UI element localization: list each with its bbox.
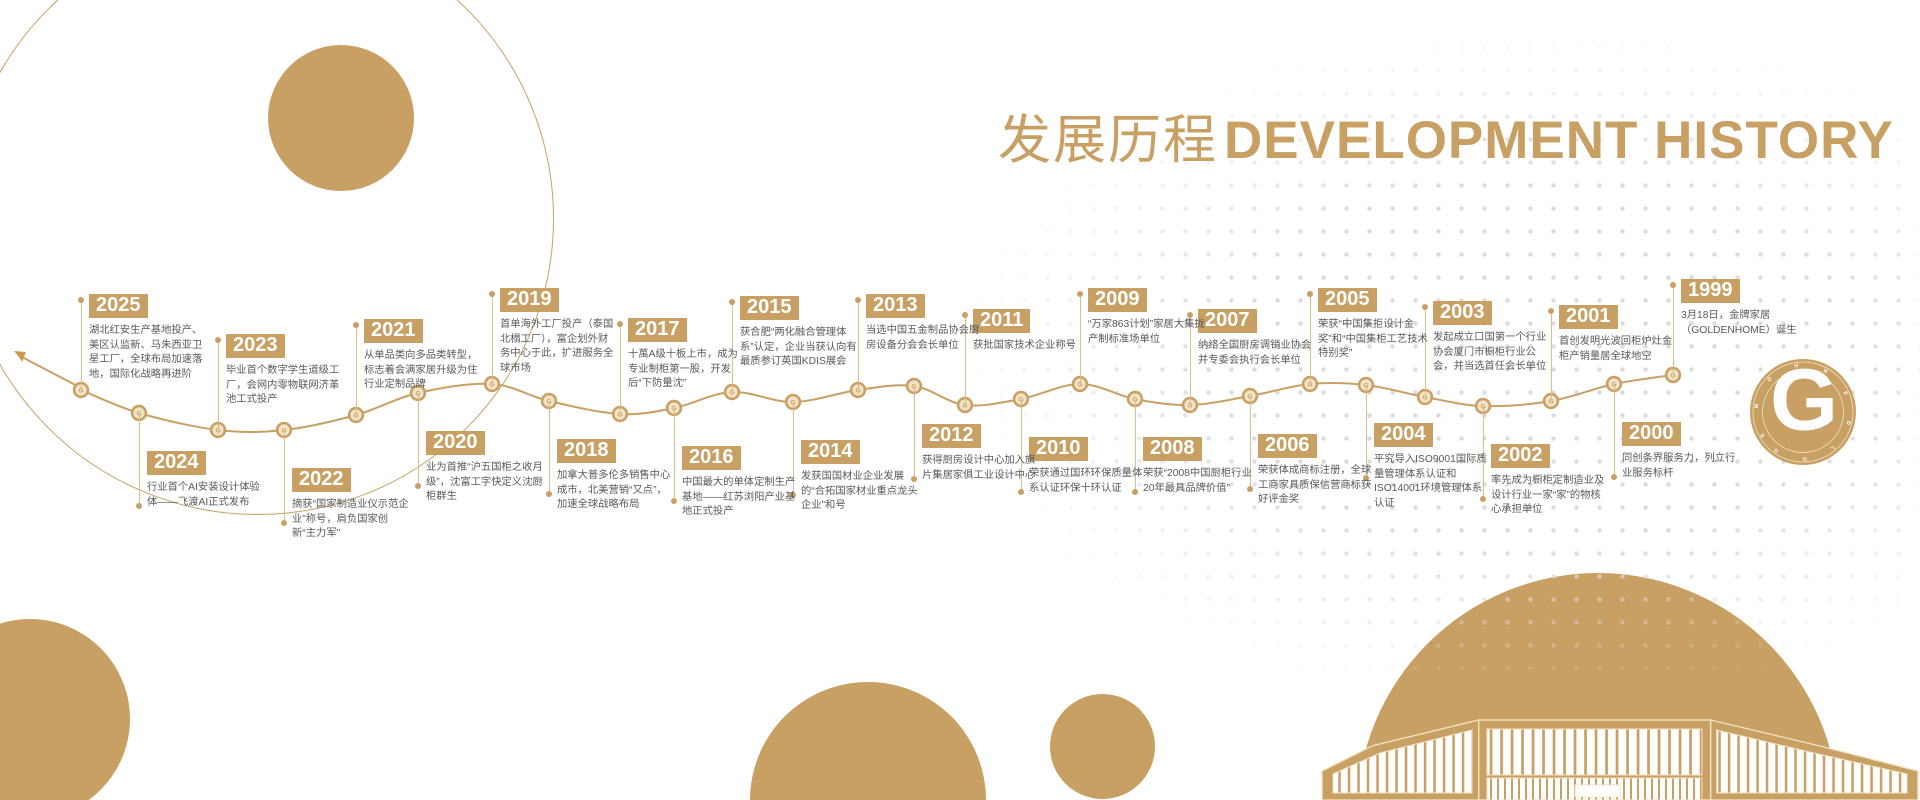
- svg-text:G: G: [1770, 351, 1838, 449]
- svg-text:O: O: [1803, 455, 1807, 461]
